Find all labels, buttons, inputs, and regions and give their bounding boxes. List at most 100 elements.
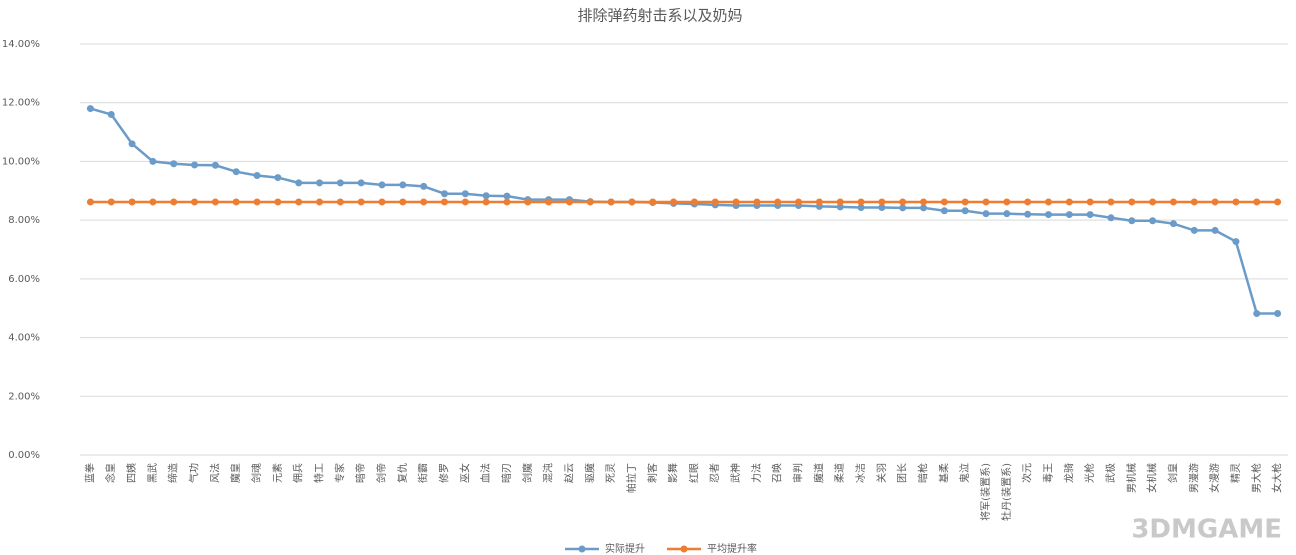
point bbox=[1086, 211, 1094, 219]
y-tick-label: 12.00% bbox=[2, 98, 40, 109]
point bbox=[399, 181, 407, 189]
y-tick-label: 2.00% bbox=[8, 391, 40, 402]
series-line bbox=[90, 107, 1278, 315]
x-tick-label: 鬼泣 bbox=[958, 463, 971, 483]
point bbox=[1024, 210, 1032, 218]
x-tick-label: 男机械 bbox=[1125, 463, 1138, 493]
point bbox=[565, 198, 573, 206]
x-tick-label: 暗刃 bbox=[500, 463, 513, 483]
point bbox=[1024, 198, 1032, 206]
point bbox=[1211, 226, 1219, 234]
point bbox=[440, 190, 448, 198]
point bbox=[399, 198, 407, 206]
x-tick-label: 巫女 bbox=[458, 463, 471, 483]
point bbox=[1149, 217, 1157, 225]
x-tick-label: 红眼 bbox=[687, 463, 700, 483]
point bbox=[149, 157, 157, 165]
point bbox=[1149, 198, 1157, 206]
x-tick-label: 影舞 bbox=[668, 463, 680, 483]
point bbox=[1065, 198, 1073, 206]
point bbox=[1003, 198, 1011, 206]
point bbox=[628, 198, 636, 206]
x-tick-label: 女机械 bbox=[1146, 463, 1159, 493]
point bbox=[732, 198, 740, 206]
x-tick-label: 力法 bbox=[750, 463, 763, 483]
x-tick-label: 剑皇 bbox=[1166, 463, 1179, 483]
x-tick-label: 赵云 bbox=[562, 463, 575, 483]
legend-marker bbox=[680, 545, 688, 553]
x-tick-label: 光枪 bbox=[1083, 463, 1096, 483]
point bbox=[378, 198, 386, 206]
point bbox=[1169, 198, 1177, 206]
watermark: 3DMGAME bbox=[1131, 515, 1282, 545]
point bbox=[107, 110, 115, 118]
point bbox=[857, 198, 865, 206]
point bbox=[211, 161, 219, 169]
y-tick-label: 6.00% bbox=[8, 274, 40, 285]
x-tick-label: 佣兵 bbox=[292, 463, 305, 483]
x-tick-label: 柔道 bbox=[833, 463, 846, 483]
point bbox=[1044, 211, 1052, 219]
x-tick-label: 驱魔 bbox=[583, 463, 596, 483]
point bbox=[253, 198, 261, 206]
point bbox=[1232, 198, 1240, 206]
x-tick-label: 剑帝 bbox=[375, 463, 388, 483]
x-tick-label: 次元 bbox=[1021, 463, 1034, 483]
x-tick-label: 血法 bbox=[479, 463, 492, 483]
point bbox=[1232, 238, 1240, 246]
point bbox=[1211, 198, 1219, 206]
x-tick-label: 基柔 bbox=[937, 463, 950, 483]
point bbox=[920, 198, 928, 206]
x-tick-label: 龙骑 bbox=[1062, 463, 1075, 483]
point bbox=[690, 198, 698, 206]
point bbox=[420, 198, 428, 206]
point bbox=[524, 198, 532, 206]
point bbox=[753, 198, 761, 206]
point bbox=[211, 198, 219, 206]
x-tick-label: 毒王 bbox=[1041, 463, 1054, 483]
point bbox=[86, 105, 94, 113]
point bbox=[1086, 198, 1094, 206]
x-tick-label: 忍者 bbox=[709, 463, 721, 483]
x-tick-label: 特工 bbox=[314, 463, 326, 483]
point bbox=[170, 160, 178, 168]
point bbox=[670, 198, 678, 206]
point bbox=[336, 198, 344, 206]
x-tick-label: 剑魔 bbox=[521, 463, 534, 483]
point bbox=[899, 204, 907, 212]
point bbox=[149, 198, 157, 206]
point bbox=[649, 198, 657, 206]
legend-label: 平均提升率 bbox=[707, 542, 757, 555]
point bbox=[191, 198, 199, 206]
x-tick-label: 暗枪 bbox=[917, 463, 930, 483]
y-tick-label: 14.00% bbox=[2, 39, 40, 50]
point bbox=[940, 207, 948, 215]
y-tick-label: 8.00% bbox=[8, 215, 40, 226]
point bbox=[1274, 309, 1282, 317]
x-tick-label: 将军(装置系) bbox=[979, 463, 992, 521]
x-tick-label: 男大枪 bbox=[1250, 463, 1263, 493]
point bbox=[857, 204, 865, 212]
x-tick-label: 团长 bbox=[897, 463, 909, 483]
point bbox=[503, 198, 511, 206]
point bbox=[316, 179, 324, 187]
point bbox=[1128, 198, 1136, 206]
point bbox=[940, 198, 948, 206]
point bbox=[774, 198, 782, 206]
point bbox=[982, 210, 990, 218]
point bbox=[1003, 210, 1011, 218]
y-tick-label: 4.00% bbox=[8, 333, 40, 344]
point bbox=[878, 204, 886, 212]
point bbox=[815, 198, 823, 206]
x-tick-label: 元素 bbox=[271, 463, 284, 483]
point bbox=[128, 198, 136, 206]
point bbox=[836, 198, 844, 206]
point bbox=[836, 203, 844, 211]
point bbox=[1190, 198, 1198, 206]
point bbox=[232, 198, 240, 206]
y-tick-label: 0.00% bbox=[8, 450, 40, 461]
point bbox=[253, 172, 261, 180]
x-tick-label: 专家 bbox=[333, 463, 346, 483]
point bbox=[357, 179, 365, 187]
